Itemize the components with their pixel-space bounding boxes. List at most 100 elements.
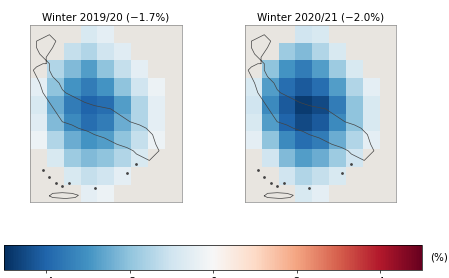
Bar [80, 131, 97, 149]
Bar [313, 96, 329, 114]
Bar [64, 43, 80, 61]
Point [348, 162, 355, 166]
Bar [47, 114, 64, 131]
Bar [114, 114, 131, 131]
Bar [30, 114, 47, 131]
Point [338, 171, 345, 176]
Bar [148, 131, 165, 149]
Bar [47, 96, 64, 114]
Point [52, 181, 59, 185]
Bar [313, 167, 329, 185]
Bar [80, 78, 97, 96]
Bar [64, 96, 80, 114]
Bar [346, 149, 363, 167]
Bar [131, 149, 148, 167]
Bar [313, 131, 329, 149]
Point [91, 186, 98, 190]
Bar [279, 149, 295, 167]
Bar [262, 96, 279, 114]
Bar [295, 96, 313, 114]
Title: Winter 2019/20 (−1.7%): Winter 2019/20 (−1.7%) [42, 13, 169, 23]
Bar [279, 61, 295, 78]
Bar [295, 149, 313, 167]
Bar [80, 114, 97, 131]
Bar [329, 43, 346, 61]
Bar [97, 78, 114, 96]
Point [267, 181, 274, 185]
Point [133, 162, 140, 166]
Bar [295, 25, 313, 43]
Bar [363, 114, 380, 131]
Bar [279, 167, 295, 185]
Bar [295, 131, 313, 149]
Bar [245, 96, 262, 114]
Bar [114, 149, 131, 167]
Bar [97, 131, 114, 149]
Bar [97, 167, 114, 185]
Bar [329, 96, 346, 114]
Bar [114, 131, 131, 149]
Bar [80, 185, 97, 202]
Bar [80, 61, 97, 78]
Point [254, 168, 261, 172]
Bar [114, 43, 131, 61]
Bar [245, 78, 262, 96]
Bar [313, 185, 329, 202]
Point [46, 174, 53, 179]
Bar [131, 78, 148, 96]
Bar [148, 96, 165, 114]
Bar [363, 131, 380, 149]
Point [306, 186, 313, 190]
Bar [313, 78, 329, 96]
Bar [114, 78, 131, 96]
Bar [279, 96, 295, 114]
Text: (%): (%) [431, 252, 448, 262]
Bar [30, 78, 47, 96]
Bar [295, 167, 313, 185]
Bar [313, 149, 329, 167]
Bar [313, 43, 329, 61]
Bar [97, 185, 114, 202]
Bar [295, 61, 313, 78]
Bar [30, 96, 47, 114]
Bar [114, 96, 131, 114]
Bar [363, 78, 380, 96]
Bar [114, 167, 131, 185]
Bar [346, 96, 363, 114]
Bar [279, 78, 295, 96]
Bar [131, 96, 148, 114]
Bar [262, 78, 279, 96]
Bar [329, 131, 346, 149]
Bar [295, 78, 313, 96]
Bar [47, 78, 64, 96]
Point [261, 174, 268, 179]
Bar [114, 61, 131, 78]
Bar [64, 131, 80, 149]
Bar [47, 61, 64, 78]
Bar [346, 131, 363, 149]
Bar [97, 25, 114, 43]
Bar [329, 114, 346, 131]
Bar [97, 43, 114, 61]
Bar [64, 61, 80, 78]
Bar [97, 96, 114, 114]
Bar [313, 25, 329, 43]
Point [59, 184, 66, 188]
Bar [245, 114, 262, 131]
Bar [80, 149, 97, 167]
Bar [295, 114, 313, 131]
Point [65, 181, 72, 185]
Bar [97, 114, 114, 131]
Bar [262, 114, 279, 131]
Bar [64, 149, 80, 167]
Bar [64, 167, 80, 185]
Point [273, 184, 281, 188]
Bar [47, 149, 64, 167]
Point [123, 171, 130, 176]
Bar [279, 43, 295, 61]
Bar [64, 78, 80, 96]
Bar [329, 61, 346, 78]
Bar [313, 114, 329, 131]
Bar [80, 25, 97, 43]
Bar [346, 61, 363, 78]
